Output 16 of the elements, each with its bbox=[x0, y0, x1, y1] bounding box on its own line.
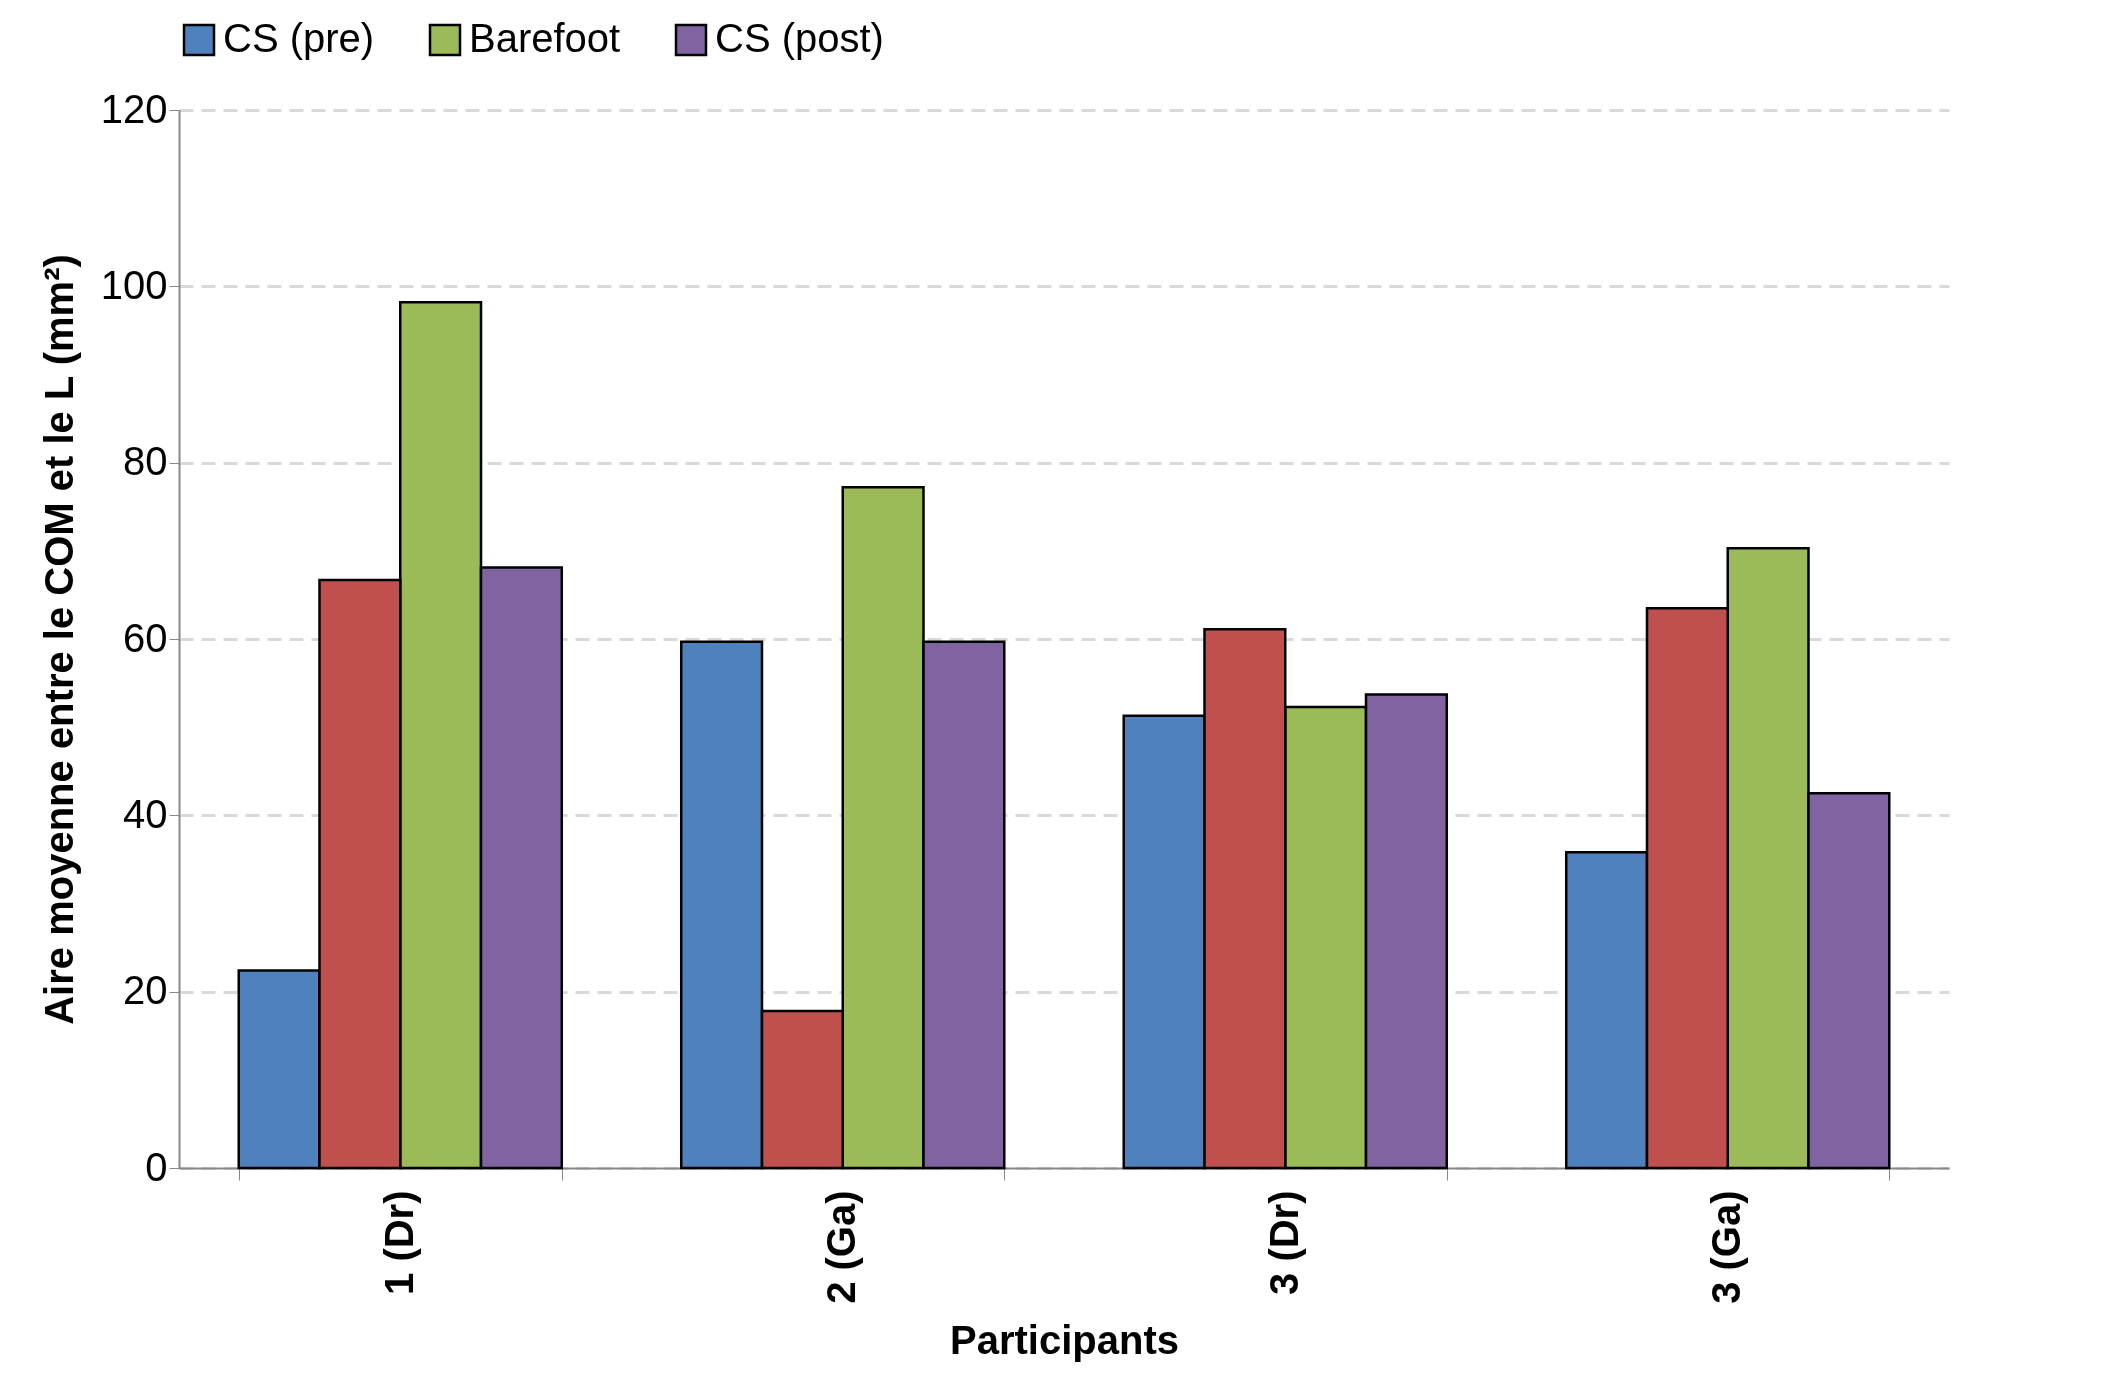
x-tick-label: 3 (Dr) bbox=[1261, 1190, 1306, 1295]
x-axis-title: Participants bbox=[950, 1317, 1179, 1362]
legend-label: CS (pre) bbox=[223, 16, 375, 60]
y-tick-label: 80 bbox=[123, 439, 168, 484]
y-tick-label: 0 bbox=[145, 1144, 168, 1189]
legend-label: Barefoot bbox=[469, 16, 621, 60]
legend-label: CS (post) bbox=[715, 16, 884, 60]
y-tick-label: 100 bbox=[100, 262, 168, 307]
y-tick-label: 40 bbox=[123, 791, 168, 836]
x-tick-label: 2 (Ga) bbox=[819, 1190, 864, 1304]
y-axis-title: Aire moyenne entre le COM et le L (mm²) bbox=[36, 254, 81, 1025]
y-tick-label: 20 bbox=[123, 968, 168, 1013]
x-tick-label: 3 (Ga) bbox=[1704, 1190, 1749, 1304]
y-tick-label: 60 bbox=[123, 615, 168, 660]
y-tick-label: 120 bbox=[100, 86, 168, 131]
x-tick-label: 1 (Dr) bbox=[376, 1190, 421, 1295]
